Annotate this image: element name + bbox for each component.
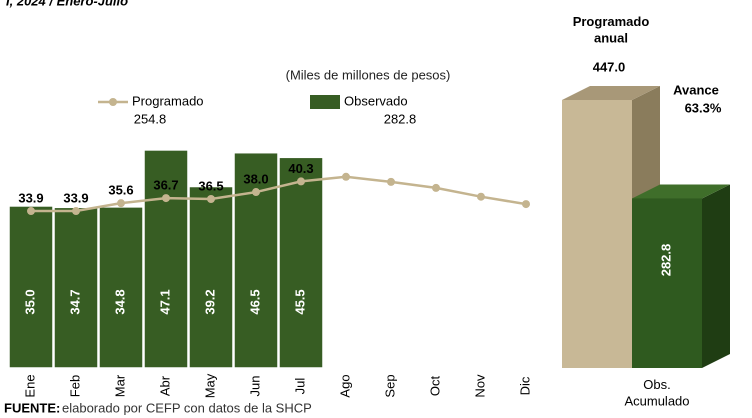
bar-top [562,86,660,100]
annotation-label: Avance [673,82,719,97]
bar [8,205,54,369]
source: elaborado por CEFP con datos de la SHCP [62,400,312,415]
bar [562,100,632,368]
line-point [252,188,260,197]
bar-value-label: 447.0 [593,59,626,74]
bar [188,185,234,369]
line-point [207,195,215,204]
x-tick-label: Jun [247,376,262,397]
line-point [342,172,350,181]
legend-label: Programado [132,93,204,108]
source-label: FUENTE: [4,400,60,415]
x-tick-label: Ene [22,374,37,397]
bar-value-label: 46.5 [247,289,262,314]
bar [98,206,144,369]
bar-value-label: 34.8 [112,289,127,314]
line-value-label: 36.5 [198,178,223,193]
bar [278,156,324,369]
bar-value-label: 34.7 [67,289,82,314]
line-value-label: 33.9 [18,190,43,205]
x-tick-label: Jul [292,378,307,395]
line-point [72,207,80,216]
line-point [117,199,125,208]
category-label: Programado anual [573,14,650,45]
legend-total: 254.8 [134,111,167,126]
line-point [162,194,170,203]
legend-swatch [310,95,340,109]
x-tick-label: May [202,373,217,398]
line-point [432,183,440,192]
bar [53,206,99,369]
line-point [297,177,305,186]
bar-value-label: 35.0 [22,289,37,314]
bar [632,198,702,368]
bar-value-label: 39.2 [202,289,217,314]
bar-side [702,184,730,368]
x-tick-label: Abr [157,375,172,396]
x-tick-label: Oct [427,376,442,397]
bar-value-label: 282.8 [658,244,673,277]
line [31,175,527,213]
line-point [387,177,395,186]
x-tick-label: Mar [112,374,127,397]
line-value-label: 35.6 [108,183,133,198]
bar-top [632,184,730,199]
x-tick-label: Nov [472,374,487,398]
x-tick-label: Ago [337,374,352,397]
legend-total: 282.8 [384,111,417,126]
bar-value-label: 45.5 [292,289,307,314]
bar-value-label: 47.1 [157,289,172,314]
line-value-label: 36.7 [153,178,178,193]
legend-swatch [109,98,117,106]
x-tick-label: Feb [67,375,82,397]
line-point [522,200,530,209]
category-label: Obs. Acumulado [624,377,689,408]
line-value-label: 33.9 [63,190,88,205]
x-tick-label: Dic [517,376,532,395]
line-point [27,207,35,216]
bar [143,149,189,369]
line-value-label: 38.0 [243,171,268,186]
x-tick-label: Sep [382,374,397,397]
subtitle: (Miles de millones de pesos) [286,67,451,82]
legend-label: Observado [344,93,408,108]
line-value-label: 40.3 [288,161,313,176]
annotation-value: 63.3% [685,100,722,115]
line-point [477,192,485,201]
chart-title: I, 2024 / Enero-Julio [6,0,128,8]
